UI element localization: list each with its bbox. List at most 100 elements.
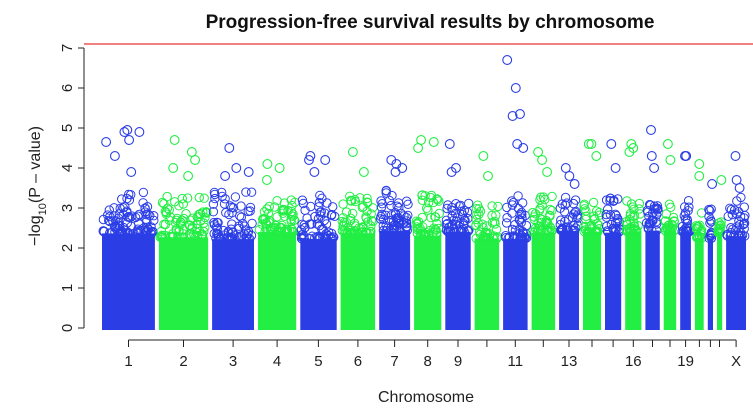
snp-point bbox=[729, 231, 739, 241]
x-tick-label-19: 19 bbox=[677, 353, 694, 370]
snp-point bbox=[338, 199, 348, 209]
snp-point bbox=[264, 201, 274, 212]
chromosome-X-points bbox=[722, 151, 750, 330]
snp-point bbox=[572, 212, 582, 222]
x-tick-label-8: 8 bbox=[424, 353, 432, 370]
snp-point bbox=[682, 222, 692, 232]
peak-point bbox=[134, 127, 145, 137]
snp-point bbox=[401, 216, 411, 226]
snp-point bbox=[299, 220, 309, 230]
snp-point bbox=[364, 228, 374, 238]
snp-point bbox=[246, 187, 257, 197]
snp-point bbox=[145, 210, 155, 221]
snp-point bbox=[288, 209, 298, 219]
y-tick-label: 7 bbox=[59, 44, 76, 52]
peak-point bbox=[591, 151, 602, 161]
snp-point bbox=[133, 224, 143, 234]
snp-point bbox=[555, 203, 565, 213]
peak-point bbox=[649, 163, 660, 173]
snp-point bbox=[298, 198, 308, 209]
snp-point bbox=[579, 201, 589, 211]
snp-point bbox=[124, 195, 135, 205]
chromosome-6-points bbox=[337, 147, 378, 330]
chromosome-20-dense-band bbox=[694, 237, 704, 330]
snp-point bbox=[677, 221, 688, 232]
snp-point bbox=[159, 219, 169, 230]
snp-point bbox=[243, 226, 254, 237]
snp-point bbox=[463, 226, 473, 236]
snp-point bbox=[608, 224, 618, 234]
chromosome-16-points bbox=[621, 139, 645, 330]
snp-point bbox=[726, 228, 736, 238]
snp-point bbox=[133, 211, 143, 221]
snp-point bbox=[160, 206, 171, 217]
snp-point bbox=[118, 228, 128, 238]
peak-point bbox=[169, 135, 180, 145]
snp-point bbox=[177, 193, 187, 204]
snp-point bbox=[165, 212, 176, 222]
peak-point bbox=[274, 163, 285, 173]
snp-point bbox=[212, 228, 223, 239]
snp-point bbox=[298, 229, 308, 240]
peak-point bbox=[510, 83, 521, 93]
peak-point bbox=[243, 167, 254, 177]
snp-point bbox=[530, 227, 540, 237]
snp-point bbox=[608, 196, 619, 207]
snp-point bbox=[660, 216, 670, 227]
snp-point bbox=[213, 230, 224, 240]
snp-point bbox=[725, 203, 735, 214]
snp-point bbox=[230, 230, 240, 240]
snp-point bbox=[195, 226, 205, 237]
snp-point bbox=[456, 227, 467, 237]
chromosome-12-dense-band bbox=[531, 232, 556, 330]
chromosome-13-points bbox=[555, 163, 583, 330]
chromosome-X-dense-band bbox=[726, 236, 746, 330]
snp-point bbox=[167, 231, 178, 242]
peak-point bbox=[168, 163, 179, 173]
snp-point bbox=[571, 206, 581, 217]
chart-title: Progression-free survival results by chr… bbox=[206, 12, 655, 33]
peak-point bbox=[564, 171, 575, 181]
snp-point bbox=[545, 222, 555, 232]
x-tick-label-X: X bbox=[731, 353, 741, 370]
snp-point bbox=[645, 200, 656, 210]
snp-point bbox=[362, 193, 372, 204]
snp-point bbox=[568, 220, 578, 231]
peak-point bbox=[515, 109, 525, 119]
snp-point bbox=[312, 219, 322, 229]
snp-point bbox=[528, 207, 538, 218]
snp-point bbox=[209, 217, 219, 228]
snp-point bbox=[353, 228, 363, 238]
snp-point bbox=[540, 194, 550, 205]
snp-point bbox=[647, 225, 657, 236]
snp-point bbox=[725, 231, 736, 241]
snp-point bbox=[376, 196, 386, 206]
snp-point bbox=[122, 193, 132, 204]
snp-point bbox=[451, 219, 461, 230]
chromosome-19-points bbox=[677, 151, 695, 330]
snp-point bbox=[629, 204, 639, 215]
snp-point bbox=[157, 197, 168, 208]
chromosome-16-dense-band bbox=[625, 231, 642, 330]
snp-point bbox=[458, 224, 468, 235]
snp-point bbox=[446, 221, 456, 231]
snp-point bbox=[472, 200, 483, 210]
snp-point bbox=[358, 223, 368, 233]
snp-point bbox=[238, 218, 248, 229]
peak-point bbox=[518, 143, 529, 153]
peak-point bbox=[478, 151, 489, 161]
points-layer bbox=[98, 55, 750, 330]
peak-point bbox=[483, 171, 493, 181]
snp-point bbox=[641, 218, 652, 228]
snp-point bbox=[601, 221, 612, 232]
chromosome-18-points bbox=[660, 139, 680, 330]
peak-point bbox=[507, 111, 518, 121]
snp-point bbox=[157, 232, 168, 243]
x-axis-title: Chromosome bbox=[378, 389, 474, 406]
snp-point bbox=[269, 202, 280, 212]
snp-point bbox=[422, 203, 432, 213]
snp-point bbox=[254, 225, 265, 235]
snp-point bbox=[345, 216, 356, 226]
snp-point bbox=[450, 208, 461, 219]
snp-point bbox=[346, 195, 356, 206]
